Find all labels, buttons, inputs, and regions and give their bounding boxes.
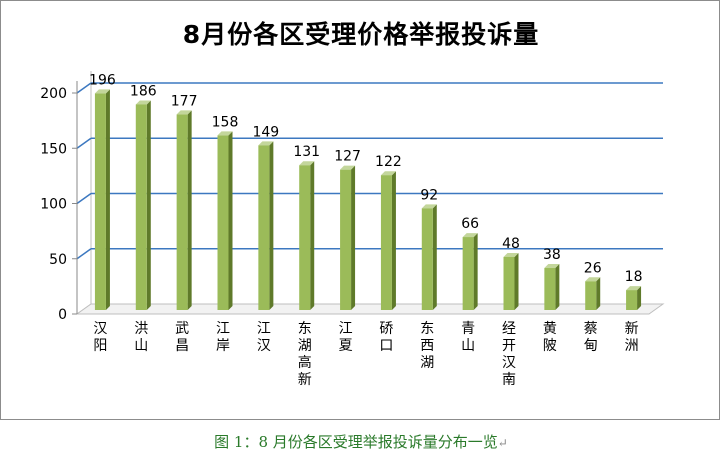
y-tick-label: 50 <box>49 252 67 268</box>
data-label: 158 <box>212 114 239 130</box>
bar <box>217 135 229 310</box>
bar-side <box>228 131 233 310</box>
x-tick-label: 东湖高新 <box>298 321 312 388</box>
bar-side <box>514 252 519 310</box>
x-tick-label: 蔡甸 <box>584 321 598 354</box>
bar-top <box>94 89 110 94</box>
x-tick-label: 江汉 <box>257 321 271 354</box>
bar <box>421 208 433 310</box>
figure-caption-text: 图 1：8 月份各区受理举报投诉量分布一览 <box>214 433 498 451</box>
bar <box>380 175 392 310</box>
bar-top <box>135 100 151 105</box>
paragraph-mark-icon: ↵ <box>497 436 508 450</box>
chart-title: 8月份各区受理价格举报投诉量 <box>182 20 540 49</box>
gridline <box>76 82 92 94</box>
bar-side <box>351 165 356 310</box>
bar-side <box>596 277 601 310</box>
data-label: 149 <box>252 124 279 140</box>
bar-side <box>105 89 110 310</box>
bar-top <box>421 204 437 209</box>
bar <box>462 237 474 310</box>
y-tick-label: 150 <box>40 141 67 157</box>
x-tick-label: 青山 <box>461 321 475 354</box>
bar-top <box>217 131 233 136</box>
bar <box>135 104 147 310</box>
x-tick-label: 江岸 <box>216 321 230 354</box>
data-label: 26 <box>584 260 602 276</box>
y-tick-label: 200 <box>40 86 67 102</box>
data-label: 66 <box>461 216 479 232</box>
data-label: 92 <box>420 187 438 203</box>
y-tick-label: 100 <box>40 197 67 213</box>
bar <box>340 169 352 310</box>
bar-side <box>269 141 274 310</box>
bar-side <box>432 204 437 310</box>
bar <box>585 281 597 310</box>
bar <box>176 114 188 310</box>
gridline <box>76 137 92 149</box>
figure-caption: 图 1：8 月份各区受理举报投诉量分布一览↵ <box>0 431 722 452</box>
data-label: 186 <box>130 83 157 99</box>
bar <box>503 256 515 310</box>
x-tick-label: 东西湖 <box>420 321 434 371</box>
bar <box>299 165 311 310</box>
x-tick-label: 经开汉南 <box>502 321 516 388</box>
data-label: 127 <box>334 149 361 165</box>
data-label: 38 <box>543 247 561 263</box>
data-label: 122 <box>375 154 402 170</box>
bar-top <box>340 165 356 170</box>
bar-top <box>299 161 315 166</box>
bar-side <box>146 100 151 310</box>
data-label: 131 <box>293 144 320 160</box>
bar-side <box>391 171 396 310</box>
bar-top <box>380 171 396 176</box>
bar-side <box>473 233 478 310</box>
bar <box>258 145 270 310</box>
data-label: 48 <box>502 236 520 252</box>
bar-side <box>555 264 560 310</box>
y-tick-label: 0 <box>58 307 67 323</box>
bar-top <box>503 252 519 257</box>
bar <box>544 268 556 310</box>
bar-top <box>462 233 478 238</box>
bar-side <box>637 286 642 310</box>
x-tick-label: 江夏 <box>339 321 353 354</box>
bar-chart: 0 50 100 150 200 196 汉阳 186 洪山 177 武昌 158 江岸 149 江汉 131… <box>40 71 665 388</box>
bar-top <box>176 110 192 115</box>
x-tick-label: 黄陂 <box>543 320 557 354</box>
chart-frame: 8月份各区受理价格举报投诉量 0 50 100 150 200 196 汉阳 186 洪山 177… <box>0 0 720 420</box>
bar-top <box>544 264 560 269</box>
bar-top <box>585 277 601 282</box>
gridline <box>76 192 92 205</box>
bar <box>626 290 638 310</box>
bar-side <box>187 110 192 310</box>
x-tick-label: 硚口 <box>379 321 393 354</box>
x-tick-label: 汉阳 <box>93 321 107 354</box>
gridline <box>76 248 92 260</box>
x-tick-label: 武昌 <box>175 321 189 354</box>
x-tick-label: 洪山 <box>134 321 148 354</box>
data-label: 18 <box>625 269 643 285</box>
bar-top <box>626 286 642 291</box>
plot-floor <box>75 303 665 315</box>
x-tick-label: 新洲 <box>625 321 639 354</box>
data-label: 196 <box>89 72 116 88</box>
data-label: 177 <box>171 93 198 109</box>
bar <box>94 93 106 310</box>
bar-top <box>258 141 274 146</box>
bar-side <box>310 161 315 310</box>
